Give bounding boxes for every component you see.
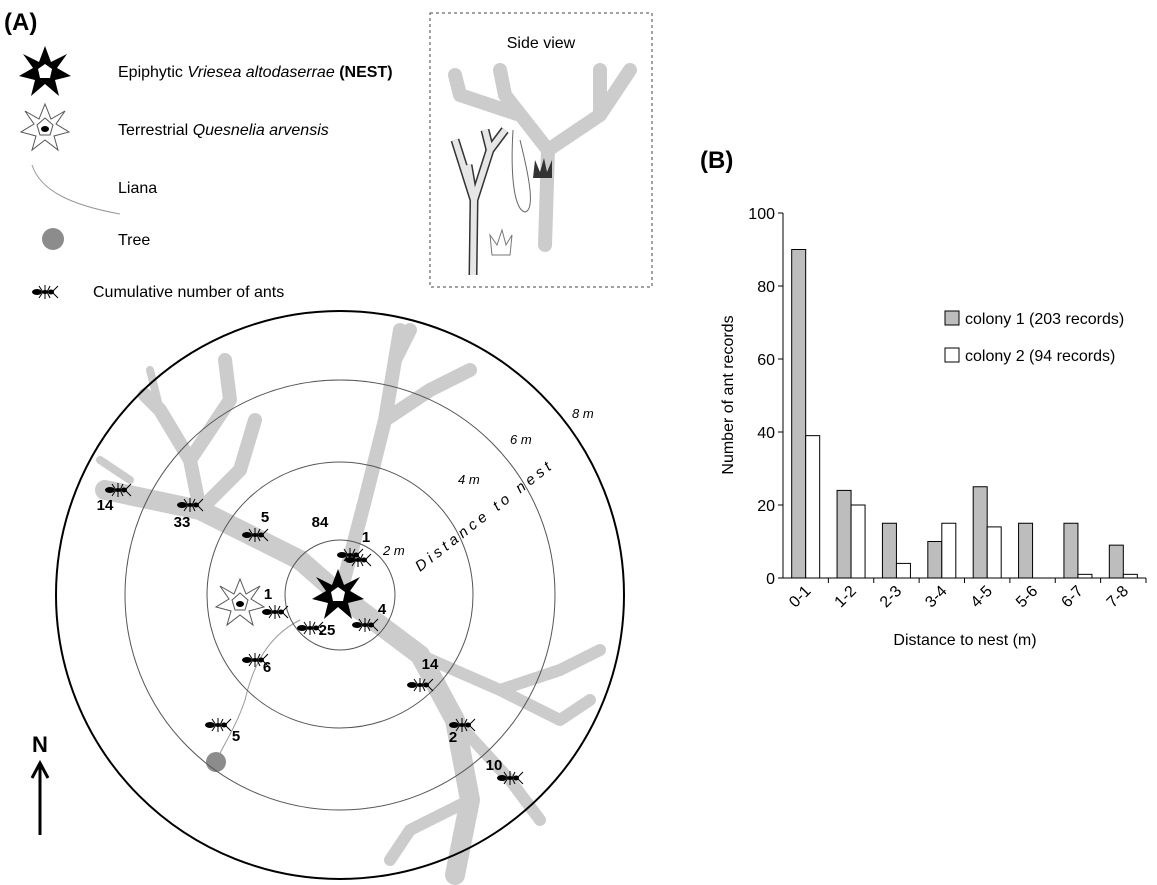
bar [1123, 574, 1137, 578]
bar [806, 436, 820, 578]
ring-label: 2 m [382, 543, 405, 558]
x-tick-label: 3-4 [922, 583, 950, 611]
legend-nest: Epiphytic Vriesea altodaserrae (NEST) [118, 64, 393, 81]
ant [262, 605, 288, 619]
panel-label: (A) [4, 9, 37, 36]
terrestrial-plant [216, 579, 264, 625]
x-tick-label: 0-1 [786, 583, 814, 611]
inset-title: Side view [507, 35, 576, 52]
ring-label: 8 m [572, 406, 594, 421]
bar [882, 523, 896, 578]
terrestrial-icon [21, 104, 69, 150]
bar [792, 250, 806, 579]
liana [216, 620, 300, 762]
bar [896, 563, 910, 578]
ant-count: 14 [422, 656, 439, 673]
bar [851, 505, 865, 578]
legend-liana: Liana [118, 180, 157, 197]
north-arrow [32, 763, 48, 835]
x-tick-label: 2-3 [877, 583, 905, 611]
y-tick-label: 0 [766, 571, 775, 588]
bar [1078, 574, 1092, 578]
tree [206, 752, 226, 772]
ant-count: 84 [312, 514, 329, 531]
nest-icon [19, 46, 71, 96]
y-tick-label: 60 [757, 352, 775, 369]
ant-count: 1 [362, 529, 370, 546]
ant-count: 14 [97, 497, 114, 514]
y-axis-label: Number of ant records [720, 315, 737, 474]
legend-ants: Cumulative number of ants [93, 284, 284, 301]
north-label: N [32, 732, 48, 757]
x-tick-label: 1-2 [832, 583, 860, 611]
x-tick-label: 5-6 [1013, 583, 1041, 611]
ant-count: 5 [232, 728, 240, 745]
y-tick-label: 80 [757, 279, 775, 296]
legend-label: colony 1 (203 records) [965, 311, 1124, 328]
bar [1109, 545, 1123, 578]
legend-label: colony 2 (94 records) [965, 348, 1115, 365]
ant-count: 1 [264, 586, 272, 603]
bar [1064, 523, 1078, 578]
x-tick-label: 7-8 [1104, 583, 1132, 611]
y-tick-label: 40 [757, 425, 775, 442]
x-tick-label: 6-7 [1058, 583, 1086, 611]
ring-label: 6 m [510, 432, 532, 447]
ant-count: 5 [261, 509, 269, 526]
legend-terrestrial: Terrestrial Quesnelia arvensis [118, 122, 329, 139]
legend-swatch [945, 348, 959, 362]
legend-swatch [945, 311, 959, 325]
bar [928, 542, 942, 579]
x-axis-label: Distance to nest (m) [893, 632, 1036, 649]
ant-count: 4 [378, 601, 387, 618]
inset-trees [455, 70, 630, 275]
panel-label: (B) [700, 147, 733, 174]
y-tick-label: 20 [757, 498, 775, 515]
bar [1019, 523, 1033, 578]
legend-tree: Tree [118, 232, 150, 249]
liana-icon [32, 165, 120, 214]
ant [205, 718, 231, 732]
ant-count: 25 [319, 622, 336, 639]
x-tick-label: 4-5 [968, 583, 996, 611]
ant-count: 2 [449, 729, 457, 746]
ant-icon [32, 285, 58, 299]
y-tick-label: 100 [748, 206, 775, 223]
figure: (A) Epiphytic Vriesea altodaserrae (NEST… [0, 0, 1157, 885]
ant-count: 33 [174, 514, 191, 531]
tree-icon [42, 228, 64, 250]
distance-label: Distance to nest [412, 456, 558, 575]
bar [942, 523, 956, 578]
bar [987, 527, 1001, 578]
ant-count: 10 [486, 757, 503, 774]
ring-label: 4 m [458, 472, 480, 487]
ant-count: 6 [263, 659, 271, 676]
bar [837, 490, 851, 578]
bar [973, 487, 987, 578]
